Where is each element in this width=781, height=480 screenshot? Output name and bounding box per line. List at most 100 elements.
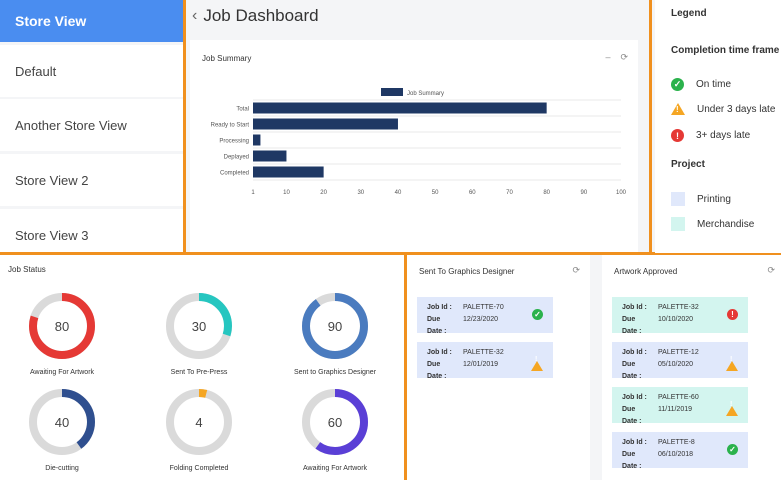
sidebar-item-another-store-view[interactable]: Another Store View [0, 99, 183, 151]
due-date-value: 05/10/2020 [658, 361, 694, 368]
donut-value: 80 [55, 319, 69, 334]
bar-total[interactable] [253, 102, 547, 114]
job-card[interactable]: Job Id : PALETTE-60 Due Date : 11/11/2019! [612, 387, 748, 425]
job-id-value: PALETTE-32 [463, 349, 504, 356]
legend-merchandise: Merchandise [671, 217, 754, 231]
job-id-value: PALETTE-12 [658, 349, 699, 356]
legend-panel: Legend Completion time frame ✓ On time !… [655, 0, 781, 253]
divider [183, 0, 186, 254]
job-id-label: Job Id : [622, 394, 647, 401]
legend-title: Legend [671, 8, 707, 19]
x-tick-label: 1 [251, 190, 255, 196]
donut-6[interactable]: 60 Awaiting For Artwork [275, 387, 395, 472]
warning-triangle-icon: ! [726, 399, 738, 416]
warning-triangle-icon: ! [726, 354, 738, 371]
donut-chart: 60 [302, 389, 368, 455]
donut-2[interactable]: 30 Sent To Pre-Press [139, 291, 259, 376]
legend-label: 3+ days late [696, 130, 751, 141]
sidebar-item-store-view-2[interactable]: Store View 2 [0, 154, 183, 206]
graphics-designer-panel: Sent To Graphics Designer ⟳ Job Id : PALE… [407, 255, 590, 480]
status-indicator: ✓ [532, 309, 543, 320]
sidebar-item-label: Default [15, 63, 57, 79]
job-id-value: PALETTE-60 [658, 394, 699, 401]
sidebar-item-default[interactable]: Default [0, 45, 183, 97]
sidebar-item-store-view[interactable]: Store View [0, 0, 183, 42]
job-card[interactable]: Job Id : PALETTE-32 Due Date : 10/10/2020! [612, 297, 748, 335]
x-tick-label: 50 [432, 190, 439, 196]
x-tick-label: 30 [357, 190, 364, 196]
legend-3-plus-days: ! 3+ days late [671, 129, 750, 142]
x-tick-label: 20 [320, 190, 327, 196]
donut-3[interactable]: 90 Sent to Graphics Designer [275, 291, 395, 376]
job-status-card: Job Status 80 Awaiting For Artwork 30 Sent … [0, 255, 404, 480]
chevron-left-icon[interactable]: ‹ [192, 7, 198, 24]
warning-triangle-icon: ! [671, 103, 685, 115]
category-label: Total [236, 107, 249, 113]
donut-value: 40 [55, 415, 69, 430]
donut-label: Folding Completed [169, 465, 229, 472]
printing-swatch [671, 192, 685, 206]
minimize-icon[interactable]: – [605, 52, 611, 62]
due-date-value: 12/01/2019 [463, 361, 499, 368]
donut-value: 4 [195, 415, 202, 430]
divider [649, 0, 652, 254]
warning-triangle-icon: ! [531, 354, 543, 371]
donut-arc [166, 389, 232, 455]
alert-circle-icon: ! [727, 309, 738, 320]
job-card[interactable]: Job Id : PALETTE-8 Due Date : 06/10/2018 ✓ [612, 432, 748, 470]
card-title: Artwork Approved [614, 267, 678, 276]
sidebar-item-label: Store View [15, 13, 87, 29]
bar-processing[interactable] [253, 134, 261, 146]
page-title: ‹ Job Dashboard [192, 6, 319, 26]
job-id-value: PALETTE-32 [658, 304, 699, 311]
x-tick-label: 40 [395, 190, 402, 196]
donut-4[interactable]: 40 Die-cutting [2, 387, 122, 472]
check-circle-icon: ✓ [671, 78, 684, 91]
due-date-value: 10/10/2020 [658, 316, 694, 323]
due-date-value: 12/23/2020 [463, 316, 499, 323]
card-title: Job Summary [202, 54, 252, 63]
donut-chart: 80 [29, 293, 95, 359]
x-tick-label: 70 [506, 190, 513, 196]
category-label: Completed [220, 171, 249, 177]
sidebar-item-label: Store View 3 [15, 227, 89, 243]
due-date-label: Due Date : [427, 361, 447, 380]
merchandise-swatch [671, 217, 685, 231]
due-date-label: Due Date : [622, 361, 642, 380]
job-id-label: Job Id : [622, 439, 647, 446]
donut-1[interactable]: 80 Awaiting For Artwork [2, 291, 122, 376]
x-tick-label: 60 [469, 190, 476, 196]
alert-circle-icon: ! [671, 129, 684, 142]
donut-arc [166, 293, 232, 359]
donut-label: Awaiting For Artwork [302, 465, 368, 472]
donut-5[interactable]: 4 Folding Completed [139, 387, 259, 472]
job-summary-card: Job Summary – ⟳ Job Summary Total Ready t… [190, 40, 638, 252]
sidebar-item-label: Store View 2 [15, 172, 89, 188]
refresh-icon[interactable]: ⟳ [620, 52, 628, 62]
refresh-icon[interactable]: ⟳ [572, 265, 580, 275]
due-date-label: Due Date : [622, 406, 642, 425]
bar-completed[interactable] [253, 166, 324, 178]
due-date-value: 06/10/2018 [658, 451, 694, 458]
refresh-icon[interactable]: ⟳ [767, 265, 775, 275]
legend-label: Merchandise [697, 218, 755, 230]
sidebar-item-label: Another Store View [15, 117, 127, 133]
card-title: Sent To Graphics Designer [419, 267, 515, 276]
job-card[interactable]: Job Id : PALETTE-32 Due Date : 12/01/2019! [417, 342, 553, 380]
due-date-label: Due Date : [622, 316, 642, 335]
job-id-label: Job Id : [622, 304, 647, 311]
category-label: Processing [219, 139, 249, 145]
job-id-label: Job Id : [622, 349, 647, 356]
donut-arc [302, 293, 368, 359]
bar-ready-to-start[interactable] [253, 118, 398, 130]
check-circle-icon: ✓ [532, 309, 543, 320]
bar-deplayed[interactable] [253, 150, 287, 162]
donut-value: 90 [328, 319, 342, 334]
check-circle-icon: ✓ [727, 444, 738, 455]
job-card[interactable]: Job Id : PALETTE-12 Due Date : 05/10/2020! [612, 342, 748, 380]
chart-legend: Job Summary [381, 88, 444, 97]
donut-chart: 90 [302, 293, 368, 359]
job-card[interactable]: Job Id : PALETTE-70 Due Date : 12/23/2020 ✓ [417, 297, 553, 335]
job-id-value: PALETTE-8 [658, 439, 695, 446]
x-tick-label: 80 [543, 190, 550, 196]
